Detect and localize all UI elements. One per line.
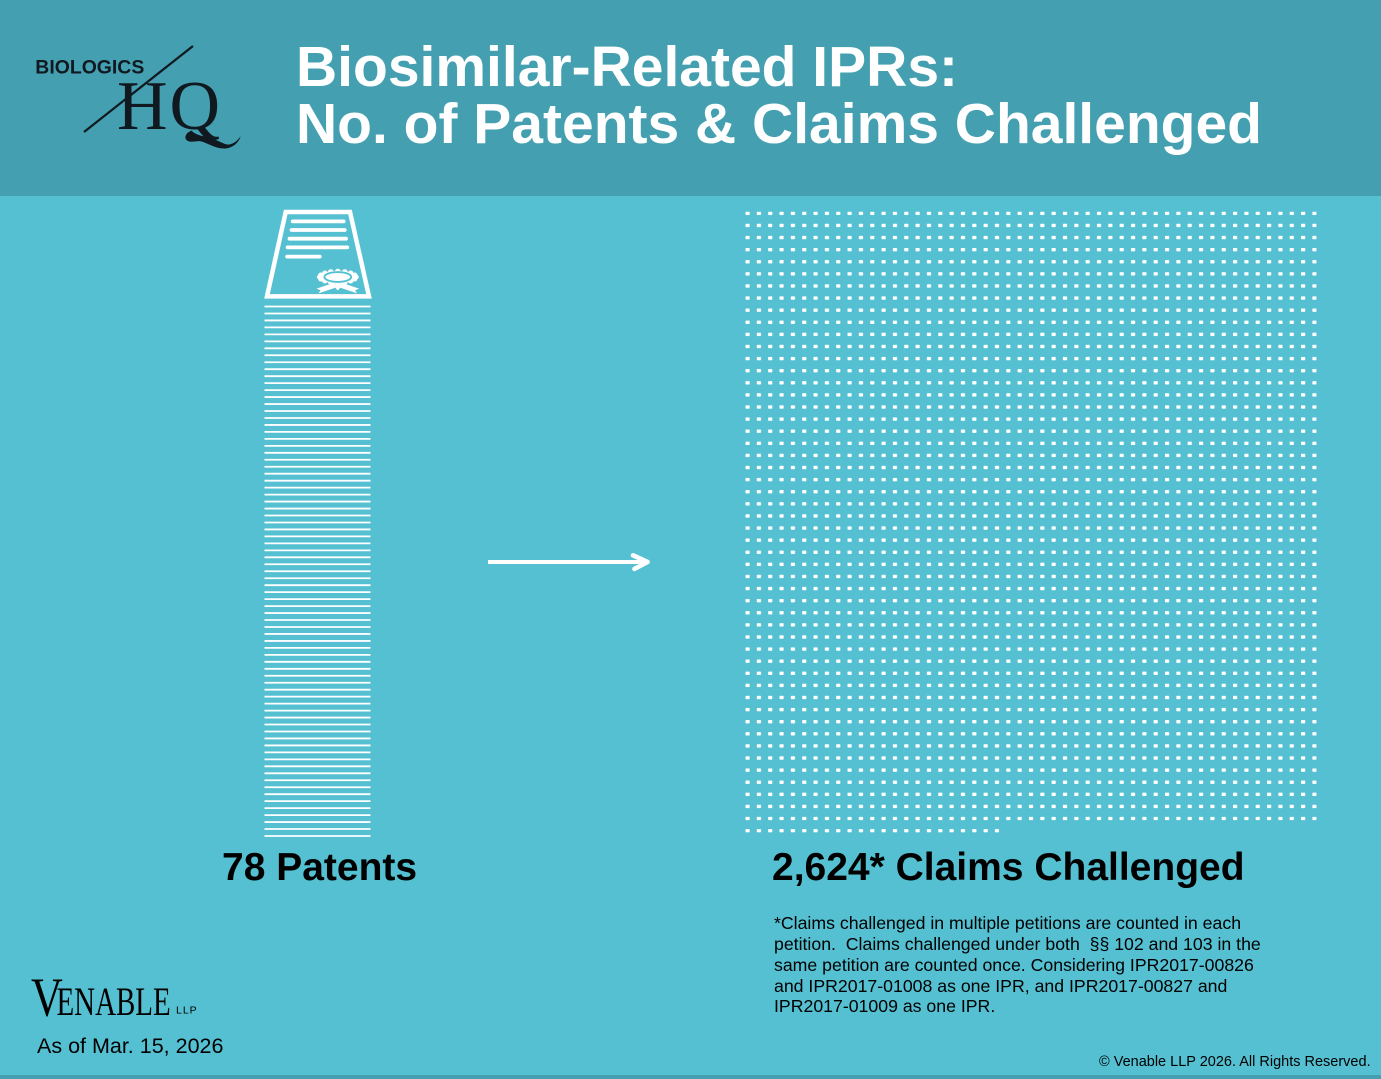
svg-text:HQ: HQ [117,68,222,145]
svg-text:ENABLE: ENABLE [57,979,171,1024]
svg-text:BIOLOGICS: BIOLOGICS [35,58,144,79]
svg-text:V: V [31,967,63,1028]
svg-text:LLP: LLP [176,1004,198,1016]
